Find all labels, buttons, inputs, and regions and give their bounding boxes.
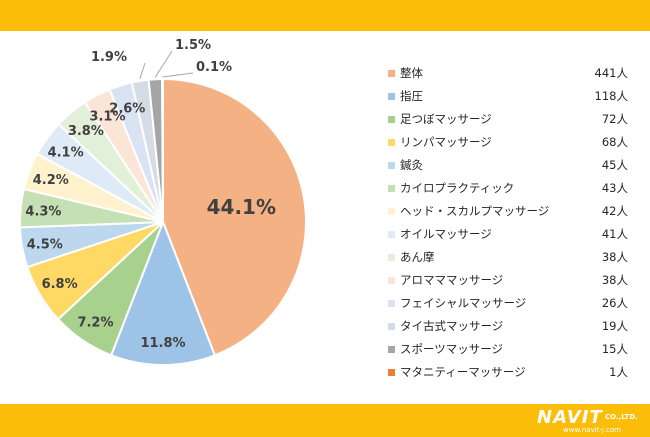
legend-count: 68人: [601, 135, 628, 149]
navit-logo: NAVIT CO.,LTD. www.navit-j.com: [535, 407, 645, 435]
slice-percent-label: 1.9%: [91, 50, 127, 65]
legend-swatch: [388, 254, 395, 261]
legend-swatch: [388, 346, 395, 353]
legend-item: カイロプラクティック 43人: [388, 178, 628, 201]
legend-label: タイ古式マッサージ: [400, 319, 504, 333]
legend-label: 指圧: [400, 89, 423, 103]
logo-company-suffix: CO.,LTD.: [605, 413, 638, 421]
slice-percent-label: 0.1%: [196, 60, 232, 75]
slice-percent-label: 3.8%: [68, 124, 104, 139]
slice-percent-label: 4.2%: [33, 173, 69, 188]
legend-count: 45人: [601, 158, 628, 172]
legend-swatch: [388, 116, 395, 123]
legend-swatch: [388, 369, 395, 376]
slice-percent-label: 3.1%: [89, 109, 125, 124]
legend-swatch: [388, 93, 395, 100]
legend-swatch: [388, 300, 395, 307]
legend-swatch: [388, 277, 395, 284]
leader-line: [162, 72, 194, 78]
logo-url: www.navit-j.com: [563, 426, 621, 434]
legend-item: スポーツマッサージ 15人: [388, 339, 628, 362]
legend-label: 鍼灸: [400, 158, 423, 172]
legend-count: 72人: [601, 112, 628, 126]
legend-swatch: [388, 139, 395, 146]
legend-swatch: [388, 323, 395, 330]
legend-item: マタニティーマッサージ 1人: [388, 362, 628, 385]
chart-legend: 整体 441人指圧 118人足つぼマッサージ 72人リンパマッサージ 68人鍼灸 45人カ…: [388, 63, 628, 385]
bottom-banner: [0, 404, 650, 437]
legend-label: ヘッド・スカルプマッサージ: [400, 204, 550, 218]
pie-slice: [161, 77, 164, 223]
legend-swatch: [388, 70, 395, 77]
legend-item: あん摩 38人: [388, 247, 628, 270]
legend-swatch: [388, 185, 395, 192]
legend-label: アロマママッサージ: [400, 273, 504, 287]
legend-count: 441人: [594, 66, 628, 80]
legend-item: タイ古式マッサージ 19人: [388, 316, 628, 339]
legend-label: カイロプラクティック: [400, 181, 515, 195]
logo-wordmark: NAVIT: [537, 407, 603, 428]
pie-slice: [109, 219, 217, 366]
pie-slice: [162, 77, 307, 357]
legend-swatch: [388, 231, 395, 238]
legend-label: フェイシャルマッサージ: [400, 296, 527, 310]
legend-count: 38人: [601, 273, 628, 287]
slice-percent-label: 44.1%: [207, 195, 276, 219]
legend-count: 41人: [601, 227, 628, 241]
legend-count: 1人: [609, 365, 628, 379]
legend-count: 43人: [601, 181, 628, 195]
legend-count: 38人: [601, 250, 628, 264]
slice-percent-label: 4.1%: [48, 146, 84, 161]
legend-item: フェイシャルマッサージ 26人: [388, 293, 628, 316]
legend-count: 26人: [601, 296, 628, 310]
legend-label: 足つぼマッサージ: [400, 112, 492, 126]
pie-chart: 44.1% 11.8% 7.2% 6.8% 4.5% 4.3% 4.2% 4.1% 3.8%3.…: [19, 38, 307, 366]
legend-label: スポーツマッサージ: [400, 342, 504, 356]
legend-item: 鍼灸 45人: [388, 155, 628, 178]
legend-count: 19人: [601, 319, 628, 333]
slice-percent-label: 2.6%: [109, 101, 145, 116]
slice-percent-label: 7.2%: [77, 315, 113, 330]
legend-count: 118人: [594, 89, 628, 103]
leader-line: [154, 50, 173, 78]
legend-count: 15人: [601, 342, 628, 356]
legend-swatch: [388, 208, 395, 215]
legend-label: マタニティーマッサージ: [400, 365, 526, 379]
slice-percent-label: 1.5%: [175, 38, 211, 53]
legend-label: 整体: [400, 66, 423, 80]
legend-item: 足つぼマッサージ 72人: [388, 109, 628, 132]
legend-item: 整体 441人: [388, 63, 628, 86]
slice-percent-label: 4.3%: [25, 204, 61, 219]
slice-percent-label: 11.8%: [140, 336, 185, 351]
slice-percent-label: 4.5%: [27, 237, 63, 252]
legend-label: あん摩: [400, 250, 435, 264]
leader-line: [139, 62, 146, 80]
legend-item: アロマママッサージ 38人: [388, 270, 628, 293]
legend-item: 指圧 118人: [388, 86, 628, 109]
legend-label: リンパマッサージ: [400, 135, 492, 149]
legend-count: 42人: [601, 204, 628, 218]
legend-swatch: [388, 162, 395, 169]
legend-item: リンパマッサージ 68人: [388, 132, 628, 155]
legend-label: オイルマッサージ: [400, 227, 492, 241]
legend-item: ヘッド・スカルプマッサージ 42人: [388, 201, 628, 224]
top-banner: [0, 0, 650, 31]
legend-item: オイルマッサージ 41人: [388, 224, 628, 247]
slice-percent-label: 6.8%: [42, 277, 78, 292]
